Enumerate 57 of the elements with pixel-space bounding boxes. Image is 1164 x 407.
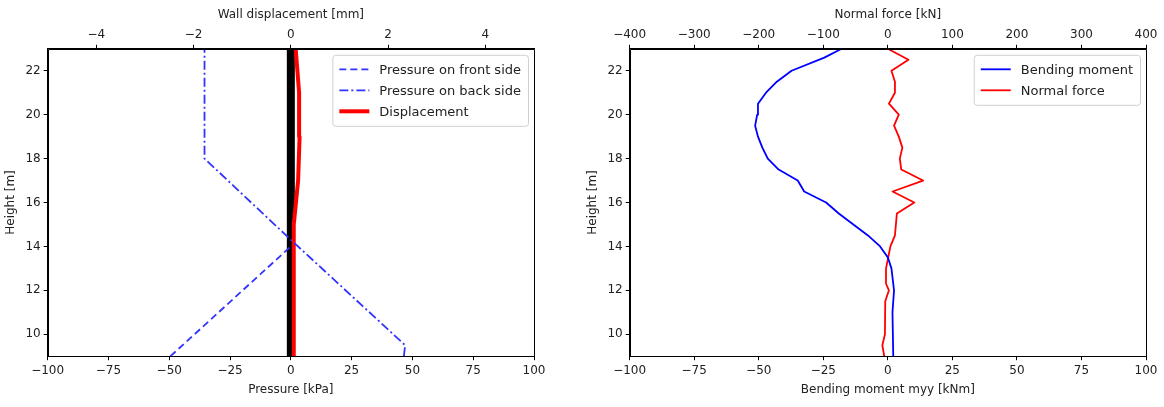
x-tick-label: −100	[31, 362, 65, 377]
x2-tick-label: 200	[1005, 26, 1029, 41]
x-axis-title: Bending moment myy [kNm]	[800, 381, 975, 396]
x-tick-label: −50	[746, 362, 772, 377]
x-axis-title: Pressure [kPa]	[248, 381, 334, 396]
y-tick-label: 10	[607, 326, 623, 341]
x-tick-label: 0	[884, 362, 892, 377]
x-tick-label: −25	[217, 362, 243, 377]
y-tick-label: 12	[607, 282, 623, 297]
y-tick-label: 20	[607, 106, 623, 121]
x2-tick-label: −2	[184, 26, 203, 41]
x-tick-label: 100	[1134, 362, 1158, 377]
y-tick-label: 20	[25, 106, 41, 121]
x2-tick-label: −400	[613, 26, 647, 41]
x-tick-label: −75	[681, 362, 707, 377]
y-tick-label: 14	[607, 238, 623, 253]
x2-axis-title: Wall displacement [mm]	[217, 7, 365, 22]
legend-label: Pressure on back side	[379, 82, 521, 98]
legend-label: Bending moment	[1020, 61, 1134, 77]
y-axis-title: Height [m]	[585, 170, 600, 235]
x-tick-label: 25	[944, 362, 961, 377]
y-tick-label: 22	[25, 62, 41, 77]
y-tick-label: 18	[607, 150, 623, 165]
x-tick-label: 75	[1073, 362, 1090, 377]
x-tick-label: 25	[343, 362, 360, 377]
legend-label: Pressure on front side	[379, 61, 522, 77]
x2-tick-label: 0	[884, 26, 892, 41]
x-tick-label: 100	[522, 362, 546, 377]
y-tick-label: 12	[25, 282, 41, 297]
x2-tick-label: −4	[87, 26, 106, 41]
x-tick-label: 75	[465, 362, 481, 377]
y-axis-title: Height [m]	[3, 170, 18, 235]
x2-tick-label: 400	[1134, 26, 1158, 41]
x2-tick-label: 100	[940, 26, 964, 41]
x-tick-label: −50	[156, 362, 182, 377]
x2-tick-label: 2	[384, 26, 392, 41]
y-tick-label: 22	[607, 62, 623, 77]
y-tick-label: 16	[25, 194, 41, 209]
legend-label: Displacement	[379, 103, 469, 119]
x2-axis-title: Normal force [kN]	[834, 7, 942, 22]
x-tick-label: 50	[1009, 362, 1025, 377]
x2-tick-label: 300	[1070, 26, 1093, 41]
x-tick-label: −75	[95, 362, 122, 377]
legend-label: Normal force	[1020, 82, 1105, 98]
x2-tick-label: 4	[481, 26, 490, 41]
y-tick-label: 10	[25, 326, 41, 341]
x2-tick-label: −300	[677, 26, 711, 41]
x2-tick-label: 0	[287, 26, 295, 41]
x-tick-label: −100	[613, 362, 647, 377]
x-tick-label: −25	[810, 362, 836, 377]
x2-tick-label: −100	[806, 26, 840, 41]
y-tick-label: 16	[607, 194, 623, 209]
x-tick-label: 50	[404, 362, 421, 377]
y-tick-label: 18	[25, 150, 41, 165]
y-tick-label: 14	[25, 238, 41, 253]
x-tick-label: 0	[287, 362, 295, 377]
x2-tick-label: −200	[742, 26, 776, 41]
